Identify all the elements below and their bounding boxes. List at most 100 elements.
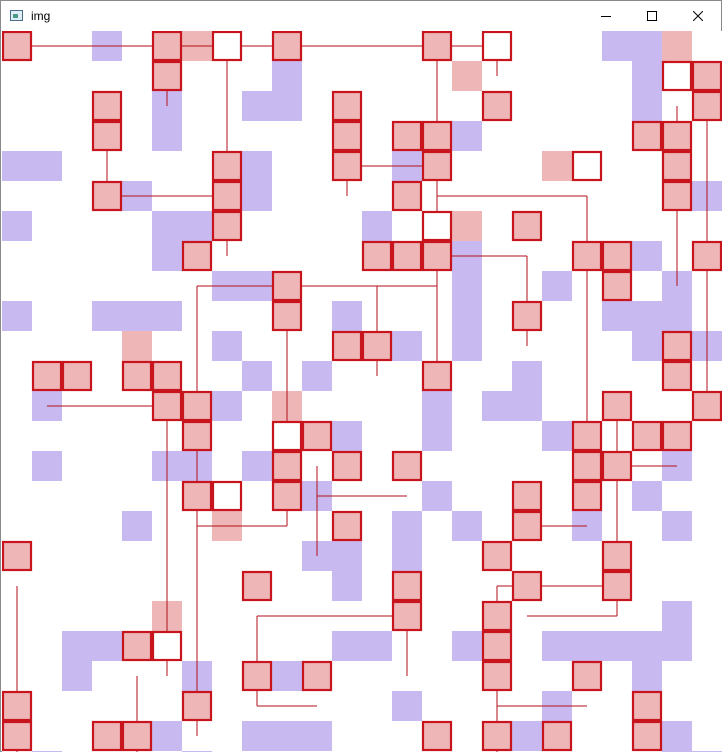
node-cell bbox=[121, 720, 153, 752]
lavender-cell bbox=[212, 391, 242, 421]
grid-graph bbox=[2, 31, 722, 752]
node-cell bbox=[661, 150, 693, 182]
node-cell bbox=[271, 300, 303, 332]
maximize-button[interactable] bbox=[629, 1, 675, 31]
empty-node-cell bbox=[421, 210, 453, 242]
node-cell bbox=[181, 420, 213, 452]
lavender-cell bbox=[632, 241, 662, 271]
image-canvas bbox=[2, 31, 722, 752]
node-cell bbox=[271, 270, 303, 302]
lavender-cell bbox=[332, 571, 362, 601]
node-cell bbox=[691, 390, 722, 422]
node-cell bbox=[361, 240, 393, 272]
node-cell bbox=[421, 360, 453, 392]
node-cell bbox=[31, 360, 63, 392]
empty-node-cell bbox=[661, 60, 693, 92]
node-cell bbox=[271, 480, 303, 512]
node-cell bbox=[511, 210, 543, 242]
lavender-cell bbox=[632, 31, 662, 61]
node-cell bbox=[331, 330, 363, 362]
lavender-cell bbox=[512, 391, 542, 421]
lavender-cell bbox=[272, 61, 302, 91]
node-cell bbox=[331, 510, 363, 542]
node-cell bbox=[631, 720, 663, 752]
node-cell bbox=[181, 240, 213, 272]
lavender-cell bbox=[452, 121, 482, 151]
node-cell bbox=[571, 450, 603, 482]
lavender-cell bbox=[602, 301, 632, 331]
node-cell bbox=[541, 720, 573, 752]
node-cell bbox=[481, 720, 513, 752]
node-cell bbox=[331, 450, 363, 482]
lavender-cell bbox=[632, 91, 662, 121]
lavender-cell bbox=[662, 601, 692, 631]
minimize-icon bbox=[601, 16, 611, 17]
lavender-cell bbox=[422, 421, 452, 451]
minimize-button[interactable] bbox=[583, 1, 629, 31]
app-icon bbox=[10, 10, 23, 21]
lavender-cell bbox=[242, 91, 272, 121]
lavender-cell bbox=[2, 301, 32, 331]
lavender-cell bbox=[602, 631, 632, 661]
node-cell bbox=[511, 300, 543, 332]
lavender-cell bbox=[602, 31, 632, 61]
lavender-cell bbox=[242, 451, 272, 481]
lavender-cell bbox=[32, 151, 62, 181]
node-cell bbox=[481, 90, 513, 122]
empty-node-cell bbox=[211, 31, 243, 62]
node-cell bbox=[691, 60, 722, 92]
node-cell bbox=[481, 630, 513, 662]
lavender-cell bbox=[572, 631, 602, 661]
node-cell bbox=[691, 90, 722, 122]
node-cell bbox=[391, 240, 423, 272]
node-cell bbox=[61, 360, 93, 392]
node-cell bbox=[601, 270, 633, 302]
lavender-cell bbox=[242, 181, 272, 211]
lavender-cell bbox=[242, 151, 272, 181]
node-cell bbox=[391, 600, 423, 632]
node-cell bbox=[121, 630, 153, 662]
node-cell bbox=[601, 450, 633, 482]
lavender-cell bbox=[122, 511, 152, 541]
close-button[interactable] bbox=[675, 1, 721, 31]
empty-node-cell bbox=[481, 31, 513, 62]
lavender-cell bbox=[392, 691, 422, 721]
pink-cell bbox=[452, 211, 482, 241]
lavender-cell bbox=[2, 211, 32, 241]
lavender-cell bbox=[122, 301, 152, 331]
lavender-cell bbox=[2, 151, 32, 181]
node-cell bbox=[91, 720, 123, 752]
node-cell bbox=[691, 240, 722, 272]
empty-node-cell bbox=[211, 480, 243, 512]
node-cell bbox=[391, 570, 423, 602]
node-cell bbox=[271, 450, 303, 482]
lavender-cell bbox=[452, 301, 482, 331]
lavender-cell bbox=[392, 511, 422, 541]
lavender-cell bbox=[482, 391, 512, 421]
lavender-cell bbox=[152, 241, 182, 271]
node-cell bbox=[331, 120, 363, 152]
lavender-cell bbox=[332, 541, 362, 571]
node-cell bbox=[151, 360, 183, 392]
node-cell bbox=[331, 90, 363, 122]
lavender-cell bbox=[62, 631, 92, 661]
lavender-cell bbox=[632, 661, 662, 691]
node-cell bbox=[661, 120, 693, 152]
lavender-cell bbox=[662, 511, 692, 541]
lavender-cell bbox=[272, 721, 302, 751]
node-cell bbox=[211, 180, 243, 212]
lavender-cell bbox=[542, 271, 572, 301]
title-bar[interactable]: img bbox=[1, 1, 721, 31]
lavender-cell bbox=[452, 331, 482, 361]
empty-node-cell bbox=[151, 630, 183, 662]
lavender-cell bbox=[392, 331, 422, 361]
node-cell bbox=[511, 570, 543, 602]
node-cell bbox=[331, 150, 363, 182]
node-cell bbox=[91, 90, 123, 122]
node-cell bbox=[601, 570, 633, 602]
node-cell bbox=[241, 660, 273, 692]
lavender-cell bbox=[332, 301, 362, 331]
lavender-cell bbox=[32, 451, 62, 481]
node-cell bbox=[421, 31, 453, 62]
lavender-cell bbox=[62, 661, 92, 691]
